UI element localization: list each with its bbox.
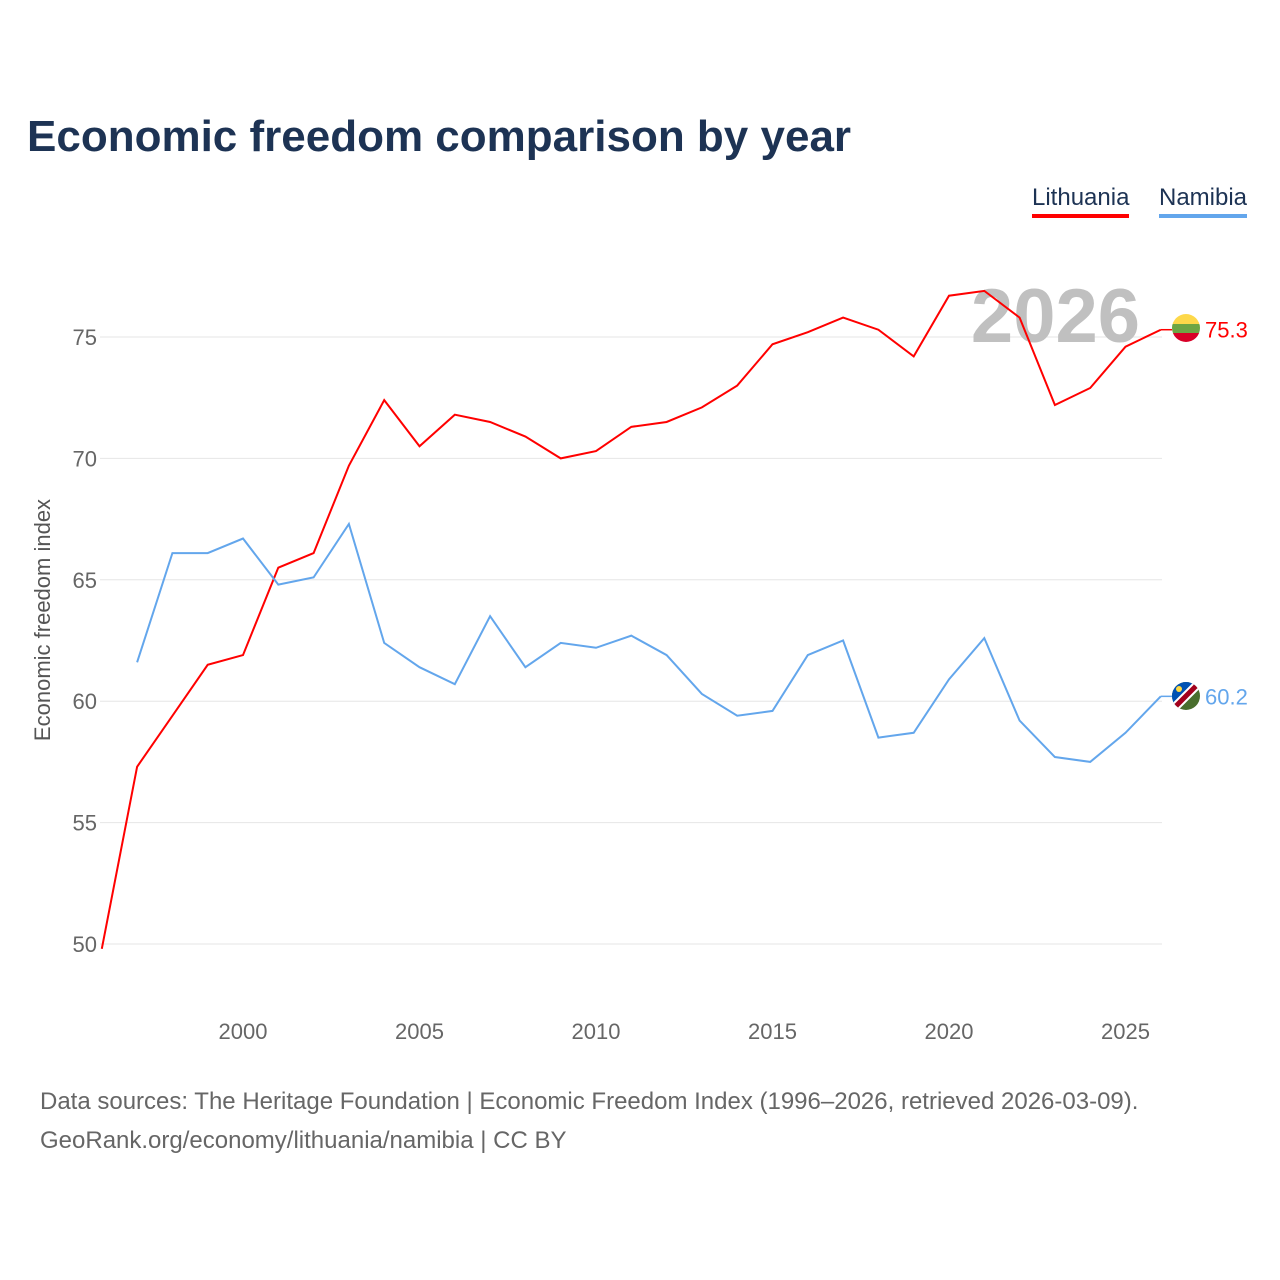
- y-tick-label: 50: [73, 932, 97, 957]
- y-tick-label: 65: [73, 568, 97, 593]
- end-value-label: 60.2: [1205, 684, 1248, 709]
- chart-title: Economic freedom comparison by year: [27, 112, 852, 161]
- x-tick-label: 2000: [219, 1019, 268, 1044]
- footer-source: Data sources: The Heritage Foundation | …: [40, 1088, 1139, 1115]
- year-watermark: 2026: [971, 274, 1140, 359]
- footer-link[interactable]: GeoRank.org/economy/lithuania/namibia | …: [40, 1127, 567, 1154]
- y-tick-label: 60: [73, 689, 97, 714]
- legend-lithuania[interactable]: Lithuania: [1032, 184, 1130, 218]
- y-tick-label: 75: [73, 325, 97, 350]
- series-line-namibia[interactable]: [136, 521, 1162, 763]
- y-axis-label: Economic freedom index: [30, 499, 55, 741]
- y-tick-label: 55: [73, 811, 97, 836]
- x-tick-label: 2005: [395, 1019, 444, 1044]
- x-tick-label: 2020: [925, 1019, 974, 1044]
- namibia-flag-icon: [1172, 682, 1200, 710]
- x-tick-label: 2015: [748, 1019, 797, 1044]
- y-tick-label: 70: [73, 446, 97, 471]
- lithuania-flag-icon: [1172, 314, 1200, 342]
- x-tick-label: 2025: [1101, 1019, 1150, 1044]
- legend-namibia[interactable]: Namibia: [1159, 184, 1248, 218]
- end-value-label: 75.3: [1205, 318, 1248, 343]
- series-line-lithuania[interactable]: [100, 289, 1162, 950]
- x-tick-label: 2010: [572, 1019, 621, 1044]
